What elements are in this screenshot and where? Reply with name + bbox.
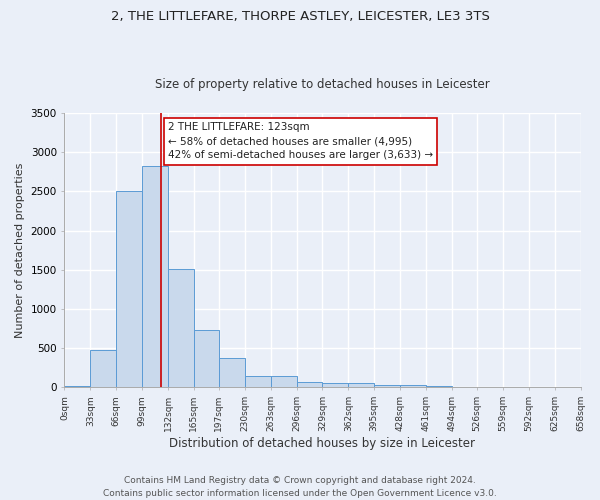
Bar [194, 330, 219, 388]
Bar [296, 382, 322, 388]
Y-axis label: Number of detached properties: Number of detached properties [15, 162, 25, 338]
Bar [400, 385, 426, 388]
Title: Size of property relative to detached houses in Leicester: Size of property relative to detached ho… [155, 78, 490, 91]
Bar [219, 358, 245, 388]
Bar [116, 190, 142, 388]
Bar [142, 166, 168, 388]
Bar [64, 386, 91, 388]
Bar [322, 383, 349, 388]
Bar [245, 376, 271, 388]
Bar [168, 269, 194, 388]
Text: 2, THE LITTLEFARE, THORPE ASTLEY, LEICESTER, LE3 3TS: 2, THE LITTLEFARE, THORPE ASTLEY, LEICES… [110, 10, 490, 23]
Text: Contains HM Land Registry data © Crown copyright and database right 2024.
Contai: Contains HM Land Registry data © Crown c… [103, 476, 497, 498]
Text: 2 THE LITTLEFARE: 123sqm
← 58% of detached houses are smaller (4,995)
42% of sem: 2 THE LITTLEFARE: 123sqm ← 58% of detach… [168, 122, 433, 160]
X-axis label: Distribution of detached houses by size in Leicester: Distribution of detached houses by size … [169, 437, 475, 450]
Bar [271, 376, 296, 388]
Bar [426, 386, 452, 388]
Bar [374, 385, 400, 388]
Bar [349, 383, 374, 388]
Bar [91, 350, 116, 388]
